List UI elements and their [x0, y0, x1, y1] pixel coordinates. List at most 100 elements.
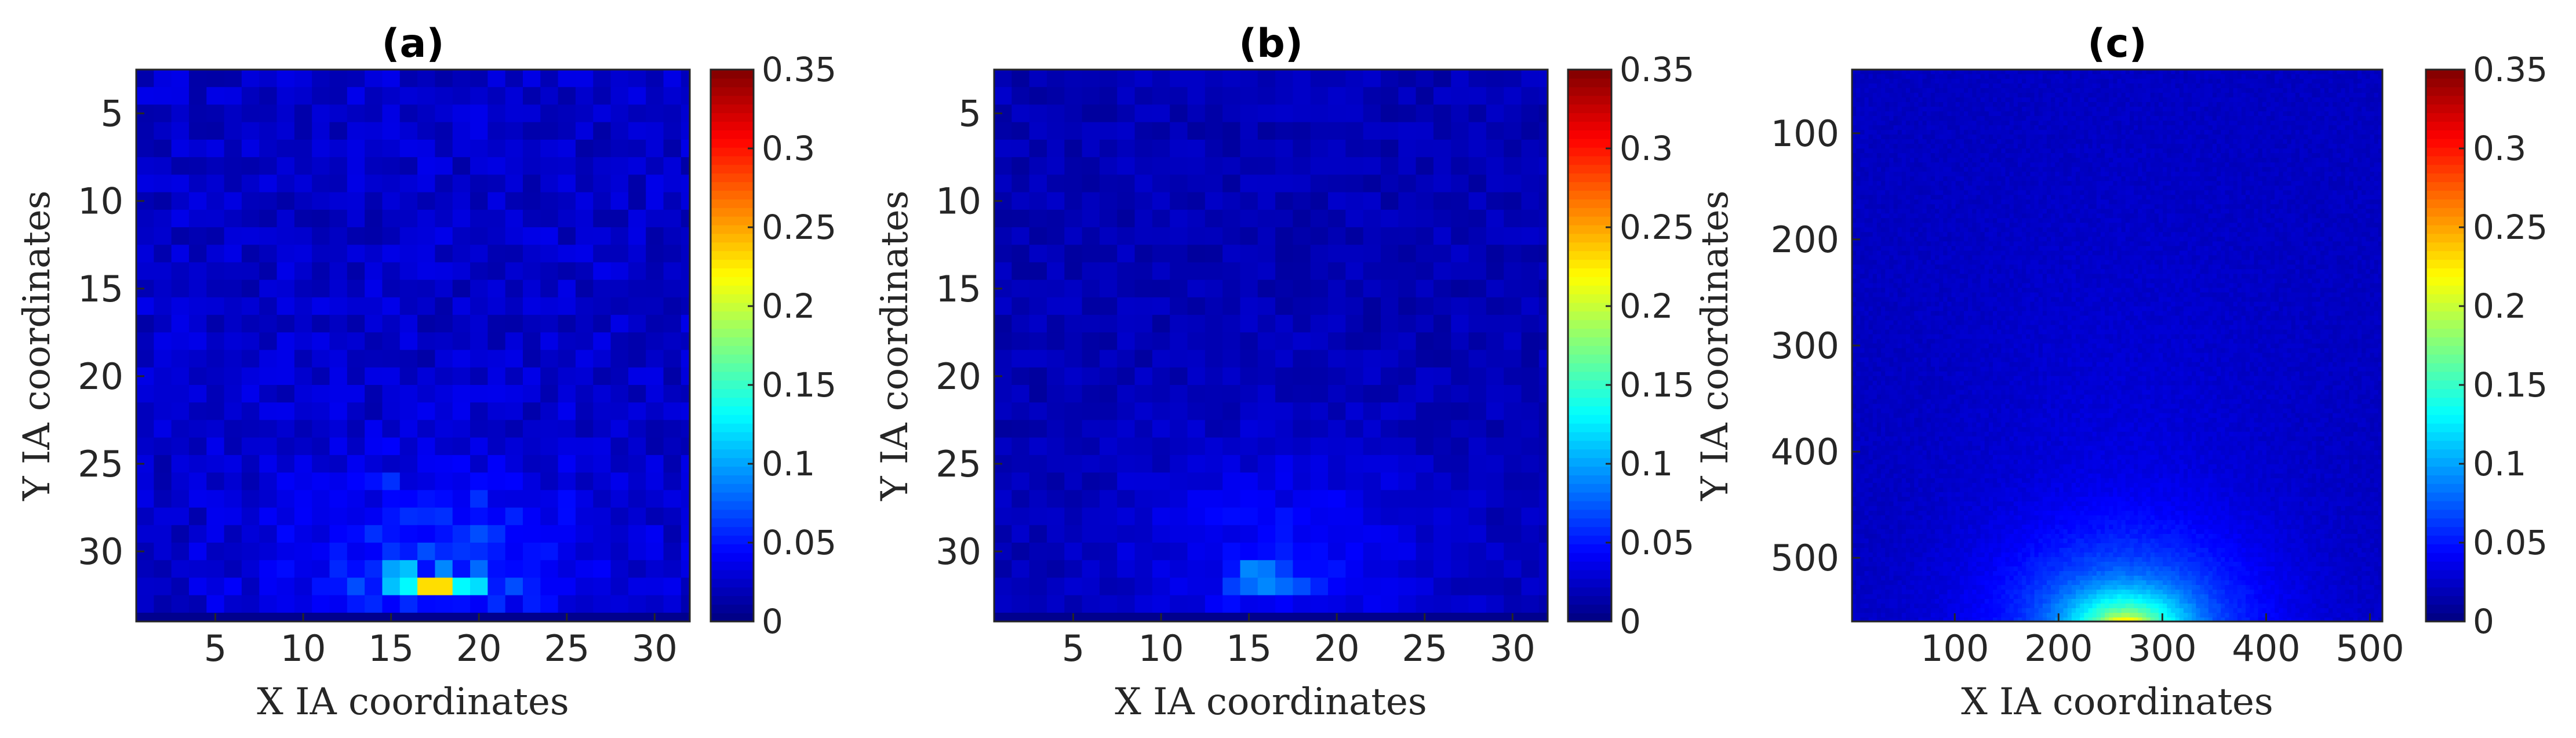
heatmap-cell [2109, 111, 2113, 117]
heatmap-cell [1939, 121, 1944, 126]
colorbar-band [711, 561, 754, 570]
heatmap-cell [1893, 97, 1898, 103]
heatmap-cell [2221, 97, 2225, 103]
heatmap-cell [1012, 262, 1030, 281]
heatmap-cell [1901, 158, 1906, 163]
heatmap-cell [1926, 74, 1931, 79]
heatmap-cell [2217, 97, 2221, 103]
heatmap-cell [540, 262, 559, 281]
heatmap-cell [681, 595, 690, 613]
heatmap-cell [2001, 83, 2006, 89]
heatmap-cell [276, 595, 295, 613]
heatmap-cell [1893, 144, 1898, 149]
heatmap-cell [2121, 116, 2126, 121]
heatmap-cell [1993, 125, 1998, 130]
heatmap-cell [1117, 385, 1136, 403]
heatmap-cell [1876, 97, 1882, 103]
heatmap-cell [241, 437, 260, 456]
heatmap-cell [1117, 139, 1136, 158]
heatmap-cell [2084, 144, 2089, 149]
heatmap-cell [540, 595, 559, 613]
heatmap-cell [399, 157, 418, 175]
heatmap-cell [2109, 88, 2113, 93]
heatmap-cell [329, 209, 348, 228]
heatmap-cell [1486, 350, 1504, 368]
heatmap-cell [2055, 144, 2060, 149]
heatmap-cell [2266, 130, 2271, 135]
heatmap-cell [435, 209, 453, 228]
heatmap-cell [241, 87, 260, 106]
heatmap-cell [136, 139, 154, 158]
heatmap-cell [1187, 157, 1206, 175]
heatmap-cell [2030, 79, 2035, 84]
heatmap-cell [2308, 97, 2313, 103]
heatmap-cell [522, 437, 541, 456]
heatmap-cell [329, 262, 348, 281]
heatmap-cell [2362, 74, 2367, 79]
heatmap-cell [2034, 79, 2039, 84]
heatmap-cell [2312, 97, 2317, 103]
heatmap-cell [540, 192, 559, 210]
heatmap-cell [470, 455, 488, 473]
heatmap-cell [2080, 93, 2084, 98]
heatmap-cell [1275, 525, 1293, 543]
heatmap-cell [294, 157, 312, 175]
heatmap-cell [1955, 116, 1960, 121]
heatmap-cell [1012, 87, 1030, 106]
heatmap-cell [2378, 88, 2382, 93]
heatmap-cell [2275, 125, 2279, 130]
heatmap-cell [1468, 104, 1487, 123]
heatmap-cell [1468, 157, 1487, 175]
heatmap-cell [2221, 148, 2225, 154]
heatmap-cell [2308, 111, 2313, 117]
heatmap-cell [1876, 83, 1882, 89]
heatmap-cell [1984, 148, 1989, 154]
heatmap-cell [276, 560, 295, 579]
heatmap-cell [1099, 402, 1118, 421]
heatmap-cell [1885, 148, 1890, 154]
heatmap-cell [1860, 162, 1865, 168]
heatmap-cell [1310, 122, 1329, 140]
heatmap-cell [224, 385, 242, 403]
heatmap-cell [1451, 543, 1469, 561]
heatmap-cell [681, 122, 690, 140]
heatmap-cell [2212, 111, 2217, 117]
heatmap-cell [2345, 102, 2350, 107]
heatmap-cell [1310, 472, 1329, 490]
heatmap-cell [1852, 158, 1857, 163]
heatmap-cell [1993, 116, 1998, 121]
heatmap-cell [2279, 116, 2284, 121]
heatmap-cell [2192, 144, 2196, 149]
heatmap-cell [1926, 79, 1931, 84]
heatmap-cell [2017, 107, 2022, 112]
heatmap-cell [2142, 134, 2147, 140]
heatmap-cell [2345, 70, 2350, 75]
colorbar-band [1568, 466, 1611, 475]
heatmap-cell [1939, 97, 1944, 103]
heatmap-cell [610, 350, 629, 368]
heatmap-cell [1997, 162, 2002, 168]
heatmap-cell [2246, 148, 2250, 154]
heatmap-cell [2063, 158, 2068, 163]
heatmap-cell [2295, 102, 2300, 107]
heatmap-cell [505, 367, 523, 386]
heatmap-cell [2030, 74, 2035, 79]
heatmap-cell [2080, 148, 2084, 154]
heatmap-cell [2370, 102, 2375, 107]
heatmap-cell [1926, 97, 1931, 103]
heatmap-cell [1980, 107, 1985, 112]
heatmap-cell [1275, 507, 1293, 526]
heatmap-cell [2250, 162, 2254, 168]
heatmap-cell [505, 595, 523, 613]
heatmap-cell [1934, 102, 1940, 107]
heatmap-cell [1897, 93, 1902, 98]
heatmap-cell [2312, 134, 2317, 140]
colorbar: 00.050.10.150.20.250.30.35 [710, 50, 836, 641]
heatmap-cell [558, 402, 576, 421]
heatmap-cell [1930, 162, 1935, 168]
heatmap-cell [2275, 139, 2279, 144]
heatmap-cell [2341, 162, 2346, 168]
heatmap-cell [2208, 83, 2213, 89]
heatmap-cell [1293, 70, 1311, 88]
heatmap-cell [2154, 121, 2159, 126]
